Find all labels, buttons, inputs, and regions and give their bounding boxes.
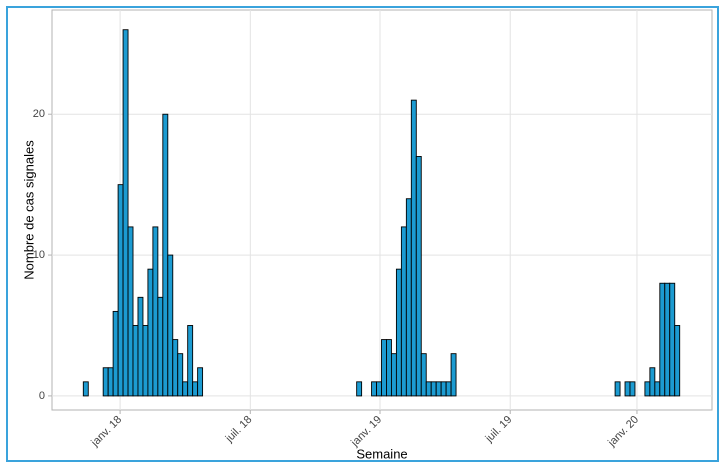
bar	[356, 381, 363, 397]
bar	[376, 381, 382, 397]
bar	[147, 268, 154, 397]
bar	[430, 381, 437, 397]
x-tick-label: juil. 18	[223, 414, 255, 446]
bar	[624, 381, 631, 397]
bar	[187, 325, 194, 397]
bar	[669, 282, 676, 397]
bar	[197, 367, 204, 397]
x-axis-title: Semaine	[356, 446, 407, 461]
x-tick-label: janv. 20	[605, 414, 641, 450]
bar	[410, 99, 417, 397]
bar	[390, 353, 397, 397]
bar	[102, 367, 109, 397]
bar	[192, 381, 199, 397]
bar	[440, 381, 447, 397]
bar	[644, 381, 651, 397]
y-tick-label: 10	[33, 249, 45, 261]
bar	[177, 353, 184, 397]
bar	[182, 381, 189, 397]
bar	[425, 381, 432, 397]
bar	[122, 29, 129, 397]
y-tick-label: 0	[39, 390, 45, 402]
bar	[132, 325, 139, 397]
bar	[445, 381, 452, 397]
bar	[654, 381, 661, 397]
x-tick-label: janv. 19	[348, 414, 384, 450]
bar	[674, 325, 681, 397]
bar	[400, 226, 407, 397]
bar	[107, 367, 114, 397]
bar	[386, 339, 392, 397]
bar	[614, 381, 621, 397]
bar	[435, 381, 442, 397]
bar	[157, 296, 164, 397]
bar	[127, 226, 134, 397]
bar	[649, 367, 656, 397]
bar	[167, 254, 174, 397]
y-tick-label: 20	[33, 108, 45, 120]
bar	[162, 113, 169, 397]
bar	[659, 282, 666, 397]
bar	[629, 381, 636, 397]
bar	[142, 325, 149, 397]
bar	[415, 156, 422, 397]
bar	[152, 226, 159, 397]
bar	[405, 198, 412, 397]
bar	[371, 381, 377, 397]
screenshot-frame	[6, 6, 719, 462]
bar	[137, 296, 144, 397]
bar	[381, 339, 387, 397]
bar	[395, 268, 402, 397]
y-axis-title: Nombre de cas signales	[21, 140, 36, 280]
bar	[82, 381, 89, 397]
bar	[172, 339, 179, 397]
bar	[117, 184, 124, 397]
x-tick-label: juil. 19	[483, 414, 515, 446]
x-tick-label: janv. 18	[88, 414, 124, 450]
bar	[112, 310, 119, 397]
bar	[664, 282, 671, 397]
bar	[450, 353, 457, 397]
bar	[420, 353, 427, 397]
